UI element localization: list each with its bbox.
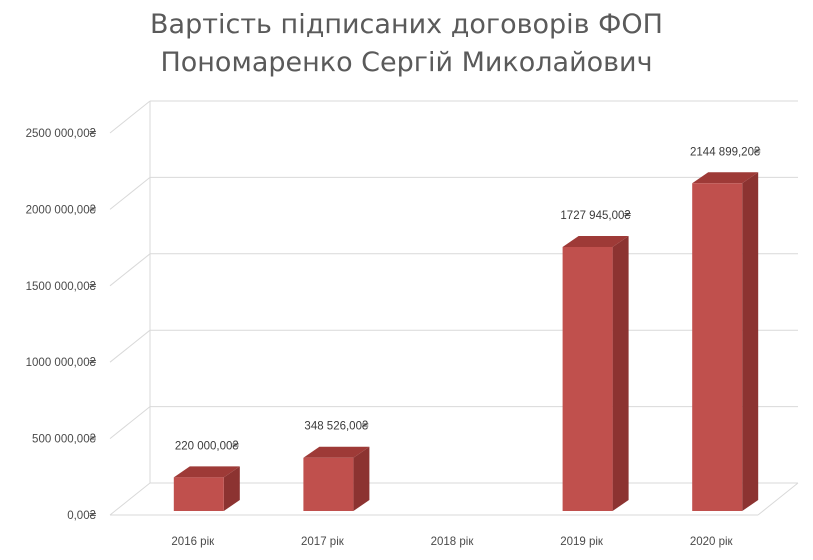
floor-edge-right	[757, 482, 799, 516]
y-tick-label: 1000 000,00₴	[26, 357, 97, 369]
x-tick-label: 2016 рік	[171, 536, 215, 548]
data-label: 220 000,00₴	[175, 440, 240, 452]
x-tick-label: 2017 рік	[301, 536, 345, 548]
bar-side	[223, 466, 240, 511]
bar-side	[612, 235, 629, 511]
chart-title-line-1: Вартість підписаних договорів ФОП	[150, 9, 663, 40]
data-label: 348 526,00₴	[304, 421, 369, 433]
gridline-depth	[109, 177, 151, 210]
data-label: 2144 899,20₴	[690, 146, 761, 158]
chart-title: Вартість підписаних договорів ФОП Понома…	[0, 6, 813, 82]
gridline-depth	[109, 329, 151, 363]
bar-top	[303, 446, 370, 458]
gridline-depth	[109, 406, 151, 439]
chart-title-line-2: Пономаренко Сергій Миколайович	[160, 47, 653, 78]
x-tick-label: 2018 рік	[431, 536, 475, 548]
bar-side	[353, 446, 370, 511]
bar	[303, 457, 354, 511]
bar	[692, 183, 743, 511]
bar-top	[173, 466, 240, 478]
gridline-depth	[109, 100, 151, 134]
y-tick-label: 0,00₴	[67, 510, 96, 522]
bar-top	[692, 172, 759, 184]
bar-side	[742, 172, 759, 511]
y-tick-label: 1500 000,00₴	[26, 281, 97, 293]
x-tick-label: 2020 рік	[690, 536, 734, 548]
bar	[562, 246, 613, 511]
y-tick-label: 2000 000,00₴	[26, 204, 97, 216]
bar	[173, 477, 224, 511]
gridline-depth	[109, 482, 151, 516]
gridline-depth	[109, 253, 151, 287]
data-label: 1727 945,00₴	[560, 210, 631, 222]
x-tick-label: 2019 рік	[560, 536, 604, 548]
bar-top	[562, 235, 629, 247]
y-tick-label: 500 000,00₴	[32, 434, 97, 446]
y-tick-label: 2500 000,00₴	[26, 128, 97, 140]
